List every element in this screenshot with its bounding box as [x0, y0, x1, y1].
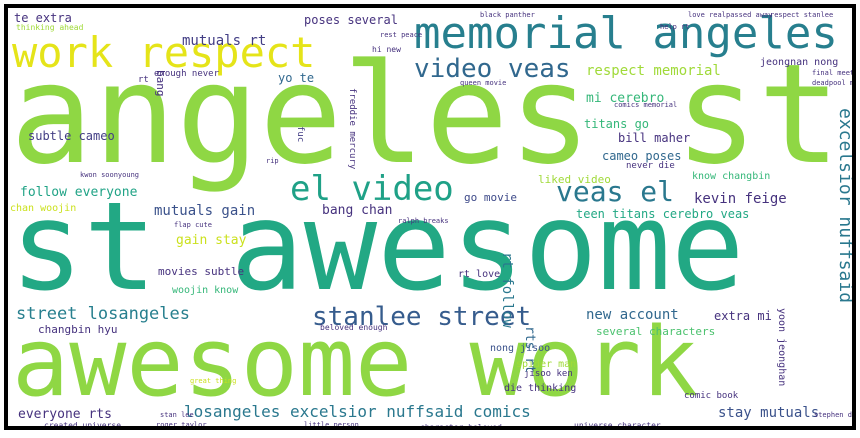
word: rt follow	[499, 252, 515, 328]
word: titans go	[584, 117, 650, 131]
word-cloud: angeles st st awesome awesome work memor…	[4, 4, 856, 430]
word: die thinking	[504, 383, 577, 394]
word: gain stay	[176, 233, 247, 248]
word: enough never	[154, 69, 220, 79]
word: stan lee	[160, 411, 194, 419]
word: everyone rts	[18, 407, 112, 422]
word: teen titans cerebro veas	[576, 207, 750, 221]
word: mi cerebro	[586, 91, 665, 106]
word: te extra	[14, 11, 72, 25]
word: yoon jeonghan	[776, 308, 787, 387]
word: fuc	[295, 126, 305, 143]
word: memorial angeles	[414, 8, 838, 59]
word: kwon soonyoung	[80, 171, 140, 179]
word: veas el	[556, 175, 675, 208]
word: el video	[290, 169, 454, 209]
word: flap cute	[174, 221, 212, 229]
word: account please	[460, 425, 520, 430]
word: character beloved	[420, 423, 502, 430]
word: know changbin	[692, 171, 771, 182]
word: beloved enough	[320, 323, 388, 332]
word: deadpool miss	[812, 79, 855, 87]
word: cameo poses	[602, 149, 682, 163]
word: excelsior nuffsaid	[835, 108, 856, 304]
word: poses several	[304, 13, 398, 27]
word: new account	[586, 307, 679, 323]
word: little person	[304, 421, 359, 429]
word: freddie mercury	[347, 88, 357, 170]
word: final meeting	[812, 69, 855, 77]
word: bill maher	[618, 131, 691, 145]
word: mutuals rt	[182, 33, 267, 49]
word: black panther	[480, 11, 535, 19]
word: yo te	[278, 71, 315, 85]
word: street losangeles	[16, 304, 190, 324]
word: created universe	[44, 421, 122, 430]
word: go movie	[464, 191, 517, 204]
word: respect stanlee	[770, 11, 834, 19]
word: hi new	[372, 45, 401, 54]
word: stephen dope	[814, 411, 856, 419]
word: stanlee street	[312, 302, 532, 332]
word: several characters	[596, 325, 716, 338]
word: rip	[266, 157, 279, 165]
word: rts rt	[522, 326, 537, 373]
word: changbin hyu	[38, 323, 118, 336]
word: extra mi	[714, 309, 772, 323]
word: rt	[138, 75, 149, 85]
word: angeles st	[10, 34, 841, 195]
word: spider man	[516, 359, 577, 370]
word: help rt	[660, 23, 690, 31]
word: stay mutuals	[718, 405, 820, 421]
word: universe character	[574, 421, 661, 430]
word: mutuals gain	[154, 203, 256, 219]
word: bang chan	[322, 203, 393, 218]
word: love real	[688, 11, 726, 19]
word: st awesome	[10, 176, 745, 318]
word: rest peace	[380, 31, 423, 39]
word: nong jisoo	[490, 343, 551, 354]
word: ralph breaks	[398, 217, 449, 225]
word: awesome work	[12, 308, 699, 418]
word: kevin feige	[694, 191, 787, 207]
word: great thing	[190, 377, 237, 385]
word: thinking ahead	[16, 23, 84, 32]
word: subtle cameo	[28, 129, 115, 143]
word: passed away	[726, 11, 773, 19]
word: comics memorial	[614, 101, 678, 109]
word: rt love	[458, 269, 501, 280]
word: comic book	[684, 391, 739, 401]
word: work respect	[12, 28, 316, 77]
word: respect memorial	[586, 63, 721, 79]
word: follow everyone	[20, 185, 138, 200]
word: jisoo ken	[524, 369, 573, 379]
word: losangeles excelsior nuffsaid comics	[184, 402, 531, 421]
word: movies subtle	[158, 265, 245, 278]
word: liked video	[538, 173, 611, 186]
word: queen movie	[460, 79, 507, 87]
word: chan woojin	[10, 203, 77, 214]
word: jeongnan nong	[760, 57, 839, 68]
word: video veas	[414, 54, 571, 84]
word: never die	[626, 161, 675, 171]
word: roger taylor	[156, 421, 207, 429]
word: woojin know	[172, 285, 239, 296]
